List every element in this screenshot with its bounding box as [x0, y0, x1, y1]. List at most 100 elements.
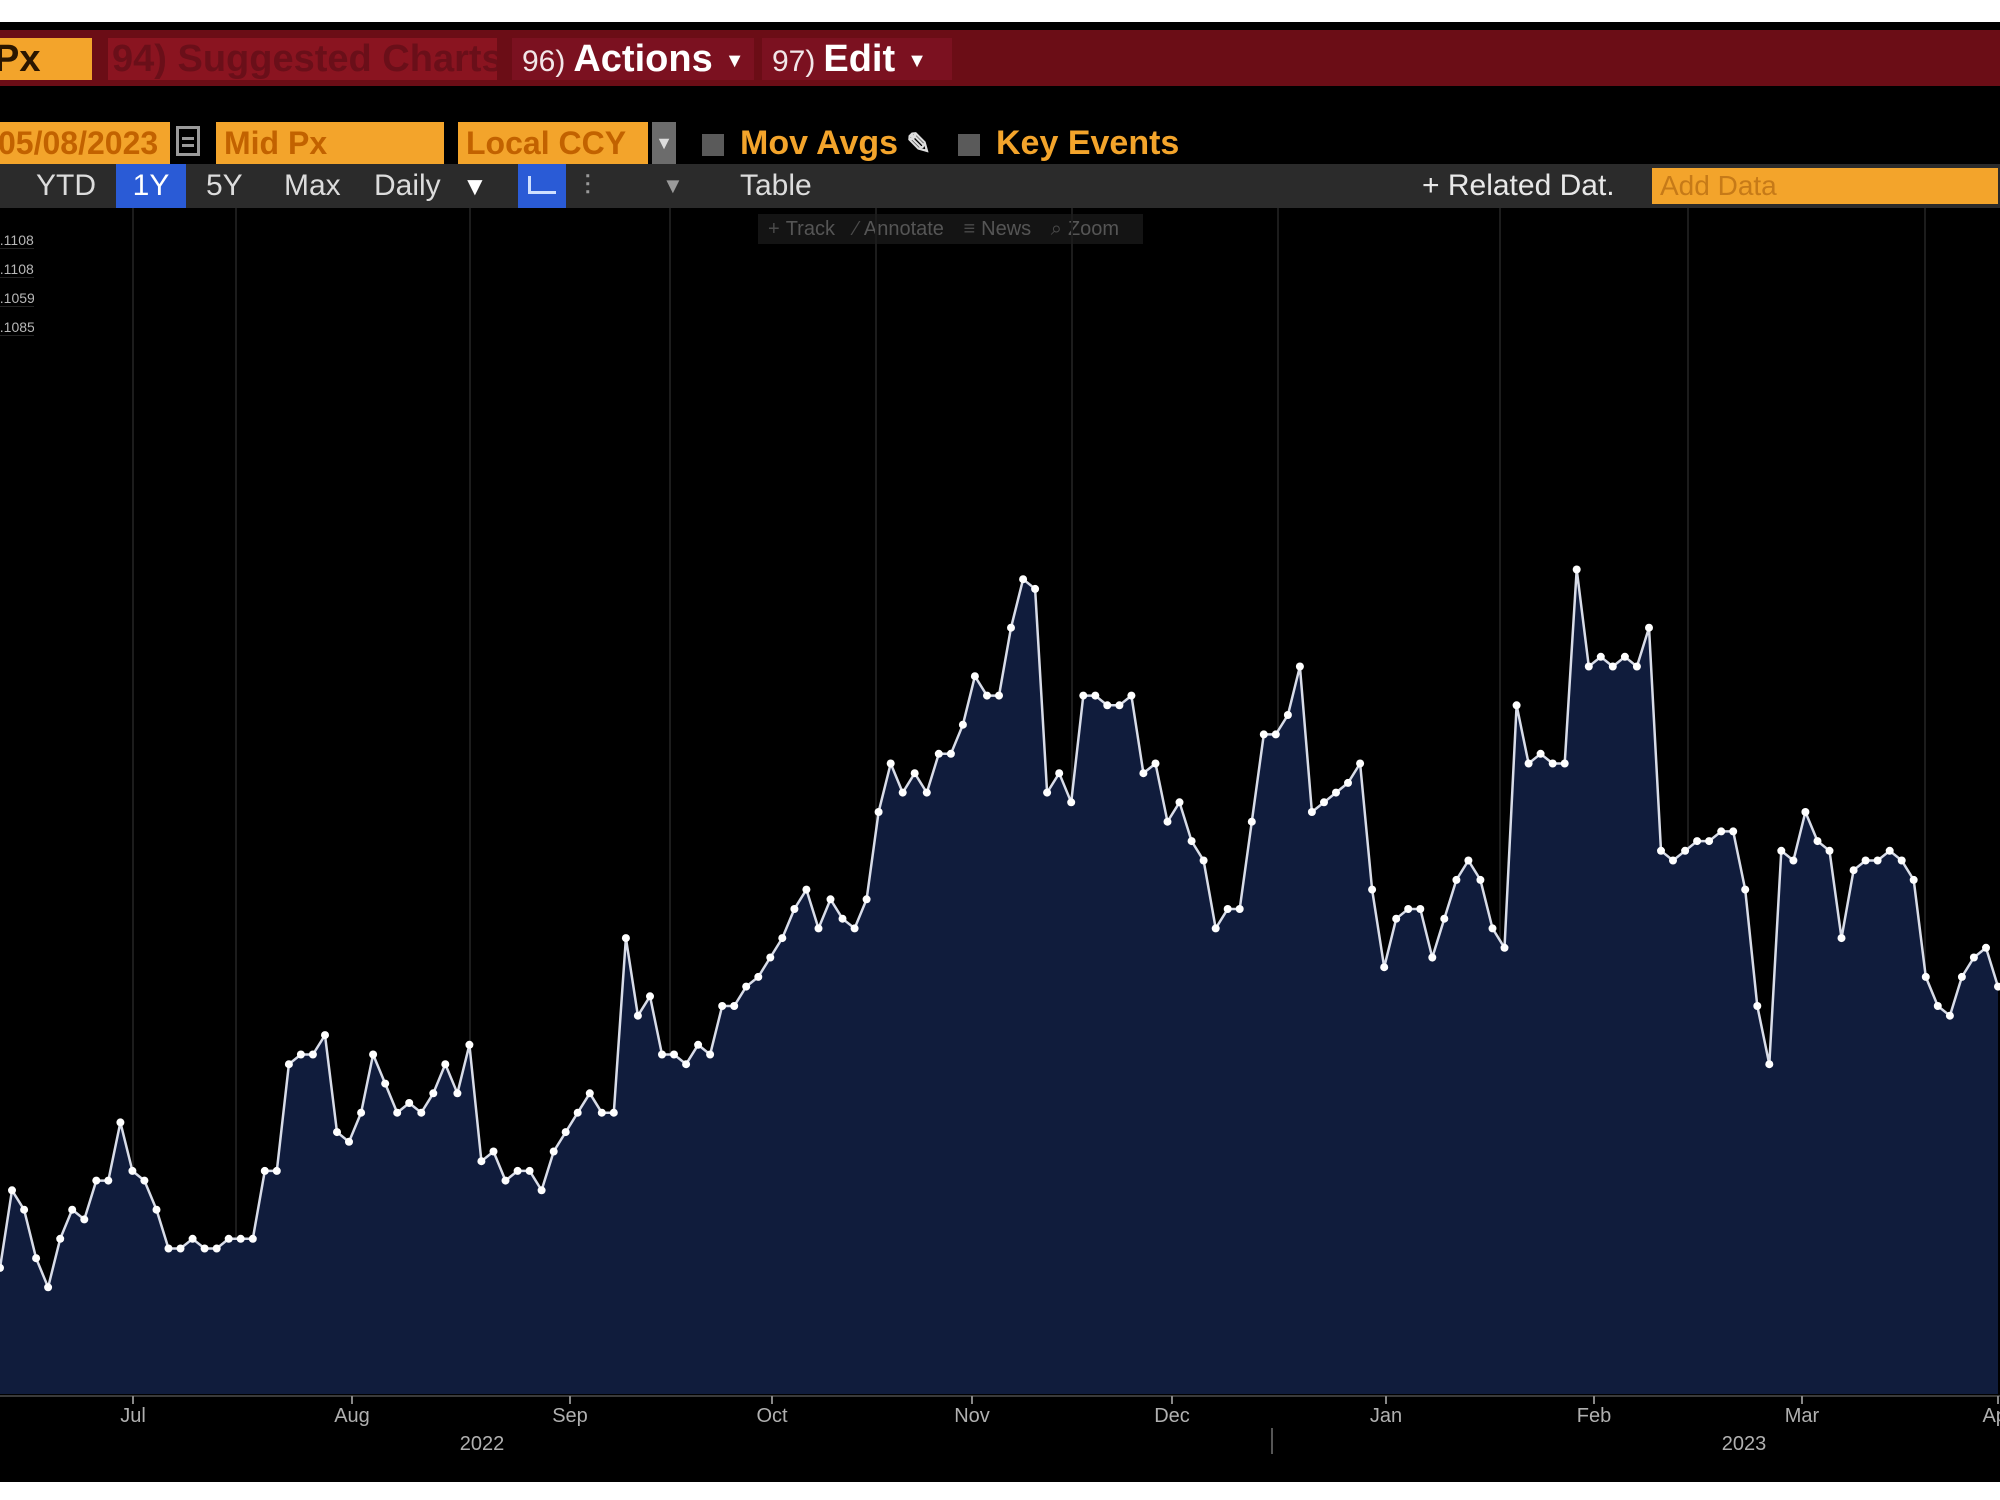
data-point: [802, 885, 811, 894]
data-point: [706, 1050, 715, 1059]
data-point: [1777, 846, 1786, 855]
data-point: [537, 1186, 546, 1195]
data-point: [585, 1089, 594, 1098]
pencil-icon[interactable]: ✎: [906, 128, 932, 161]
data-point: [80, 1215, 89, 1224]
data-point: [934, 749, 943, 758]
data-point: [778, 934, 787, 943]
price-type-field[interactable]: Mid Px: [216, 122, 444, 164]
table-button[interactable]: Table: [740, 169, 812, 202]
data-point: [874, 808, 883, 816]
legend-value: 1.1059: [0, 290, 34, 307]
data-point: [260, 1166, 269, 1175]
range-max-button[interactable]: Max: [284, 169, 341, 202]
data-point: [730, 1002, 739, 1010]
data-point: [1813, 837, 1822, 846]
bar-chart-icon[interactable]: ⫶: [584, 170, 592, 201]
data-point: [1632, 662, 1641, 671]
data-point: [694, 1040, 703, 1049]
data-point: [1368, 885, 1377, 894]
data-point: [886, 759, 895, 768]
chevron-down-icon[interactable]: ▼: [662, 173, 684, 198]
x-tick-label: Oct: [756, 1405, 788, 1427]
data-point: [1428, 953, 1437, 962]
line-chart-icon[interactable]: [518, 164, 566, 208]
data-point: [333, 1128, 341, 1137]
suggested-charts-button[interactable]: 94) Suggested Charts: [108, 38, 497, 80]
data-point: [1295, 662, 1304, 671]
currency-field[interactable]: Local CCY: [458, 122, 648, 164]
data-point: [718, 1002, 727, 1010]
actions-menu-button[interactable]: 96) Actions ▼: [512, 38, 754, 80]
data-point: [1681, 846, 1690, 855]
data-point: [284, 1060, 293, 1069]
data-point: [224, 1234, 233, 1243]
news-tool[interactable]: News: [981, 218, 1032, 240]
data-point: [995, 691, 1003, 700]
data-point: [164, 1244, 173, 1253]
data-point: [898, 788, 907, 797]
data-point: [56, 1234, 65, 1243]
calendar-icon[interactable]: [176, 126, 200, 156]
data-point: [152, 1205, 161, 1214]
add-data-input[interactable]: [1652, 168, 1998, 204]
data-point: [573, 1108, 582, 1117]
area-fill: [0, 569, 1998, 1394]
data-point: [790, 905, 799, 913]
legend: 1.1108 1.1108 1.1059 1.1085: [0, 232, 34, 348]
range-5y-button[interactable]: 5Y: [206, 169, 243, 202]
track-tool[interactable]: Track: [785, 218, 835, 240]
range-1y-button[interactable]: 1Y: [116, 164, 186, 208]
x-tick-label: Nov: [954, 1405, 990, 1427]
frequency-dropdown[interactable]: Daily: [374, 169, 441, 202]
data-point: [32, 1254, 41, 1263]
data-point: [321, 1031, 329, 1040]
data-point: [176, 1244, 185, 1253]
data-point: [1500, 943, 1509, 952]
end-date-field[interactable]: 05/08/2023: [0, 122, 170, 164]
data-point: [1055, 769, 1064, 778]
data-point: [1512, 701, 1521, 710]
security-field[interactable]: Px: [0, 38, 92, 80]
mov-avgs-toggle[interactable]: Mov Avgs ✎: [702, 122, 931, 164]
data-point: [1127, 691, 1136, 700]
checkbox-icon[interactable]: [958, 134, 980, 157]
data-point: [1307, 808, 1316, 816]
terminal-window: Px 94) Suggested Charts 96) Actions ▼ 97) E…: [0, 22, 2000, 1482]
data-point: [1067, 798, 1076, 807]
range-ytd-button[interactable]: YTD: [36, 169, 96, 202]
data-point: [850, 924, 859, 933]
data-point: [116, 1118, 125, 1127]
data-point: [525, 1166, 534, 1175]
menu-bar: Px 94) Suggested Charts 96) Actions ▼ 97) E…: [0, 30, 2000, 86]
data-point: [1560, 759, 1569, 768]
data-point: [1464, 856, 1473, 865]
data-point: [44, 1283, 53, 1292]
price-chart[interactable]: Jul Aug Sep Oct Nov Dec Jan Feb Mar Apr 2022 2023: [0, 22, 2000, 1482]
crosshair-icon: +: [768, 218, 780, 240]
data-point: [489, 1147, 498, 1156]
zoom-tool[interactable]: Zoom: [1067, 218, 1120, 240]
pencil-icon: ⁄: [854, 218, 858, 240]
data-point: [1283, 711, 1292, 719]
data-point: [357, 1108, 366, 1117]
data-point: [814, 924, 823, 933]
chevron-down-icon: ▼: [907, 49, 927, 72]
key-events-toggle[interactable]: Key Events: [958, 122, 1179, 164]
edit-menu-button[interactable]: 97) Edit ▼: [762, 38, 952, 80]
currency-dropdown-icon[interactable]: ▼: [652, 122, 676, 164]
data-point: [1837, 934, 1846, 943]
data-point: [1247, 817, 1256, 826]
data-point: [1163, 817, 1172, 826]
data-point: [140, 1176, 149, 1185]
annotate-tool[interactable]: Annotate: [863, 218, 944, 240]
data-point: [501, 1176, 510, 1185]
data-point: [1789, 856, 1798, 865]
legend-value: 1.1108: [0, 261, 34, 278]
data-point: [1452, 875, 1461, 884]
checkbox-icon[interactable]: [702, 134, 724, 157]
data-point: [1909, 875, 1918, 884]
related-data-button[interactable]: + Related Dat.: [1422, 169, 1615, 202]
data-point: [0, 1263, 4, 1272]
chevron-down-icon[interactable]: ▼: [462, 171, 488, 201]
